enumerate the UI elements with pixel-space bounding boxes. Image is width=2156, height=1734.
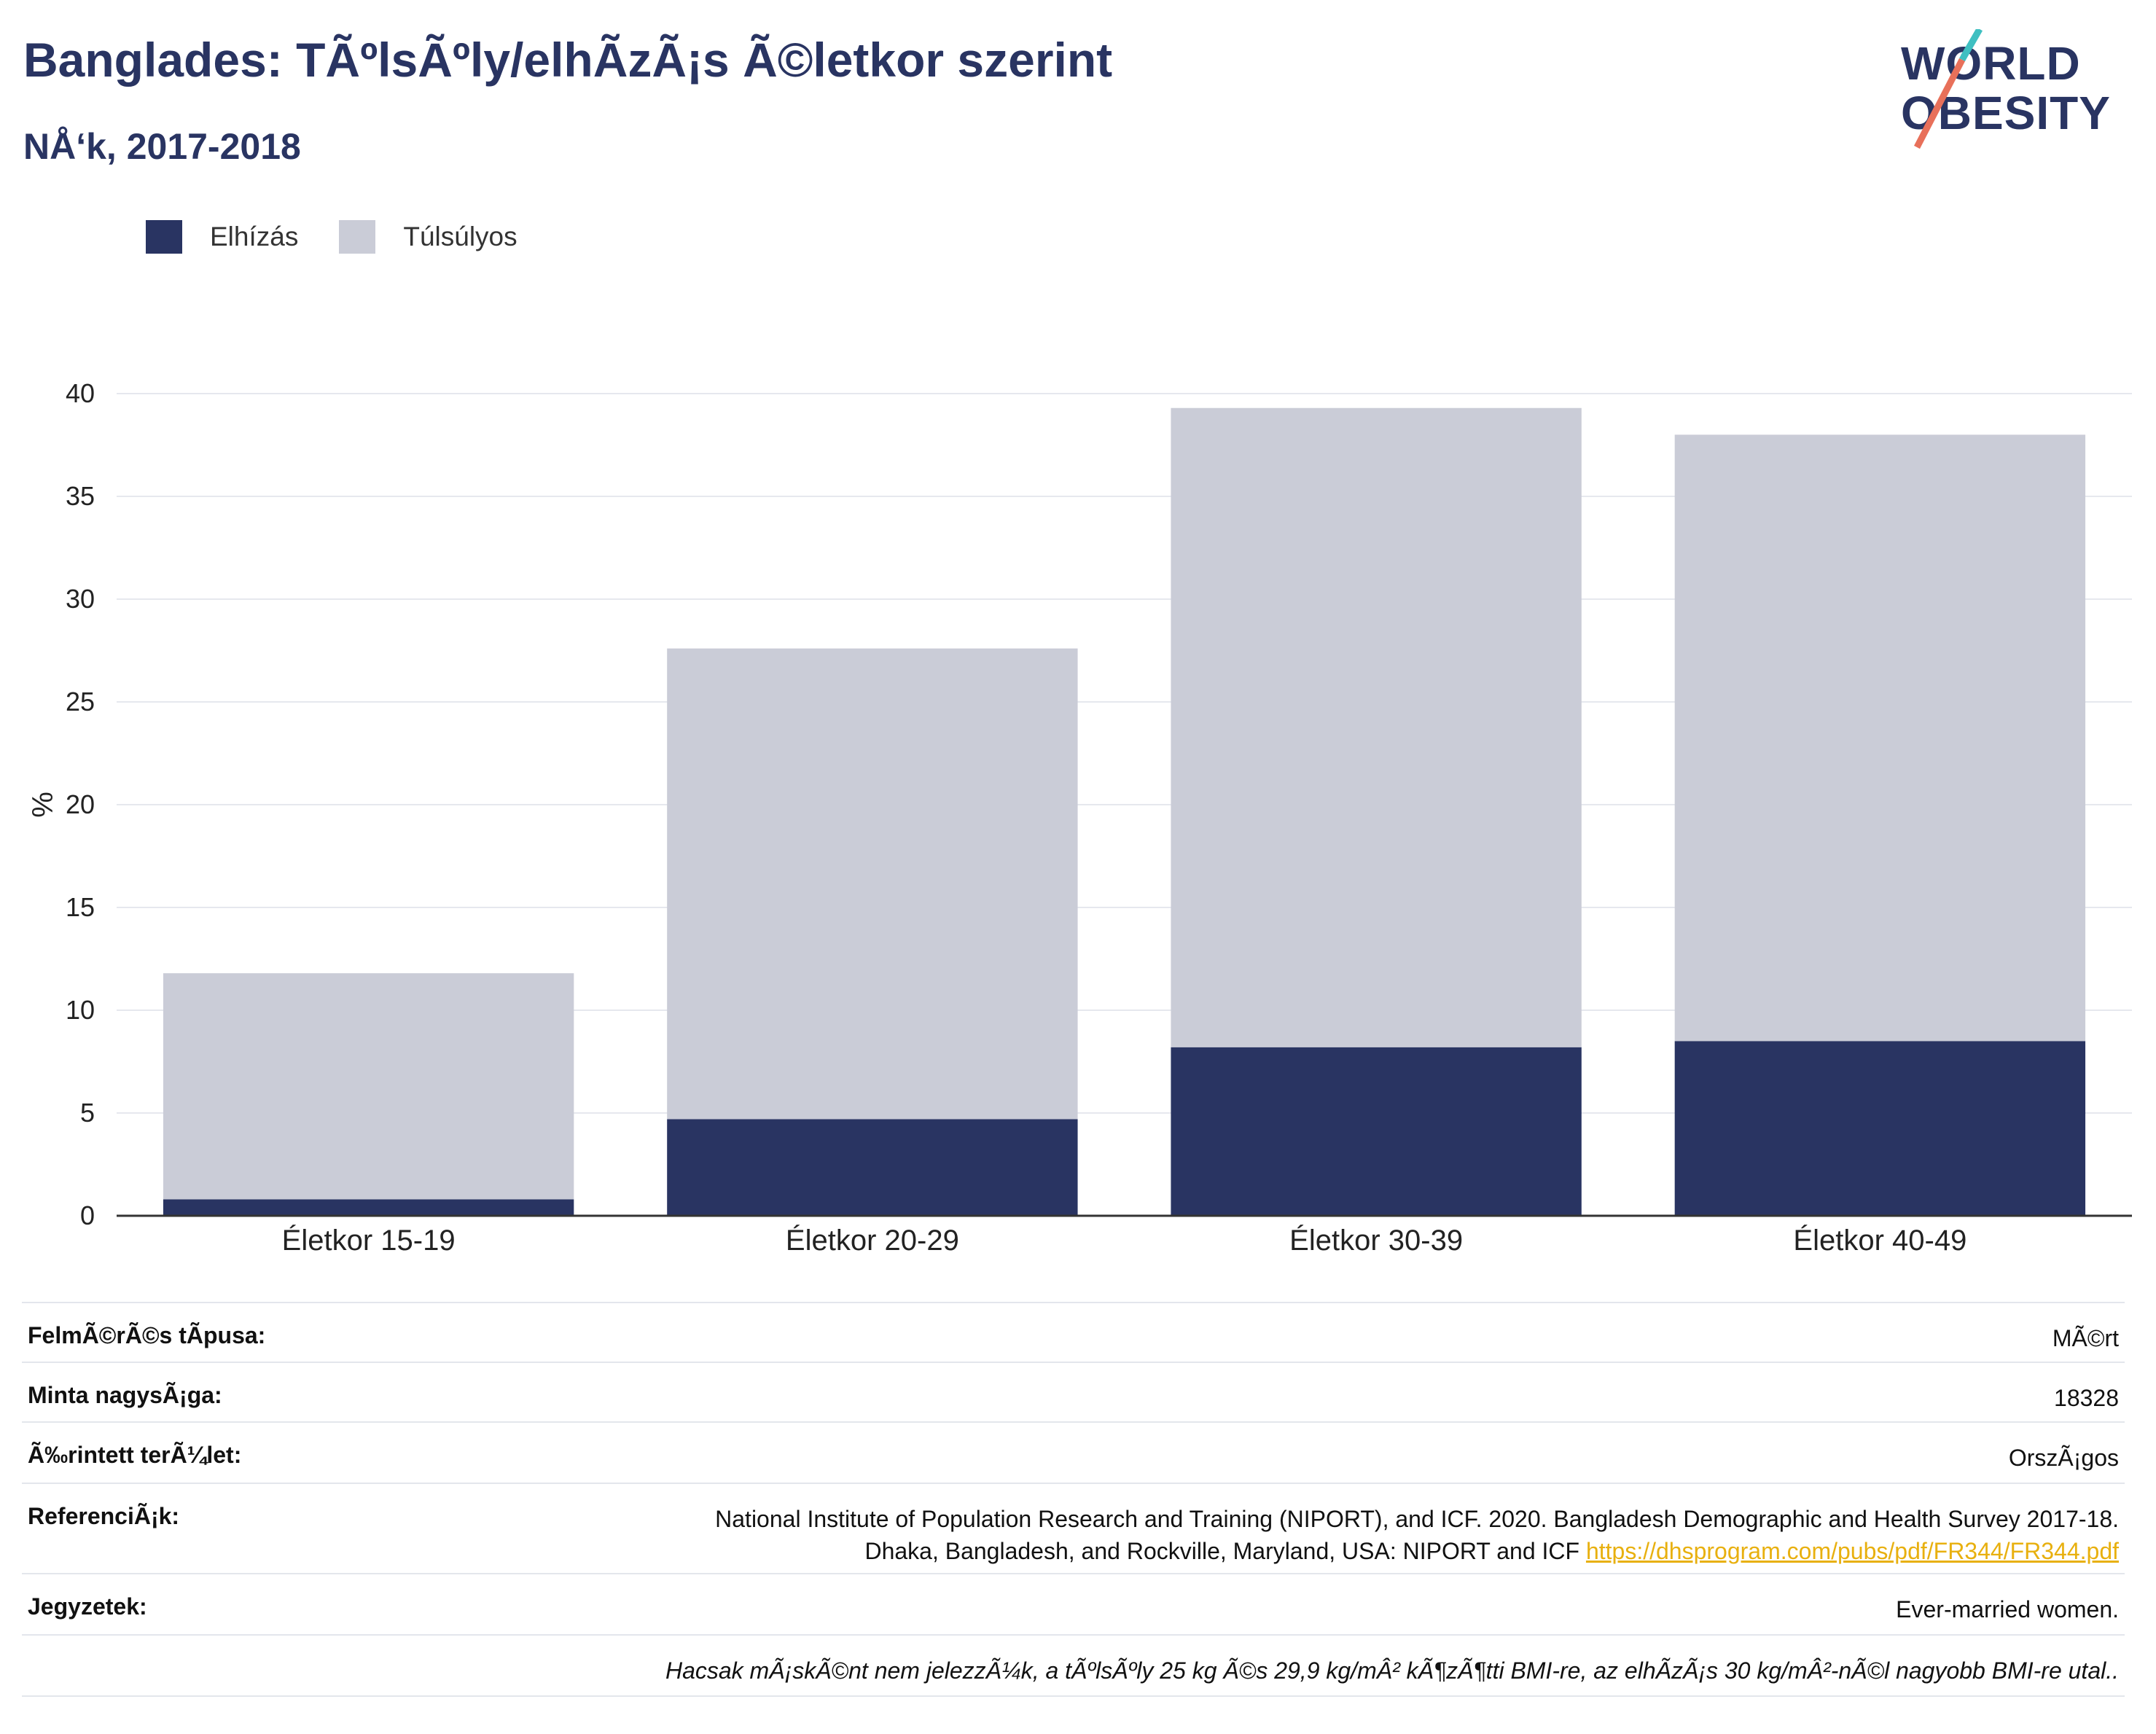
info-value-sample-size: 18328 <box>2054 1385 2119 1411</box>
info-row-references: ReferenciÃ¡k: National Institute of Popu… <box>22 1484 2125 1574</box>
footnote-text: Hacsak mÃ¡skÃ©nt nem jelezzÃ¼k, a tÃºlsÃ… <box>665 1657 2119 1684</box>
y-tick-label-15: 15 <box>66 892 95 922</box>
y-tick-label-40: 40 <box>66 378 95 408</box>
logo-slash-icon <box>1914 29 1983 149</box>
chart-subtitle: NÅ‘k, 2017-2018 <box>23 126 301 167</box>
y-tick-label-25: 25 <box>66 687 95 716</box>
info-row-sample-size: Minta nagysÃ¡ga: 18328 <box>22 1363 2125 1423</box>
bar-tulsulyos-0 <box>163 973 574 1200</box>
reference-link[interactable]: https://dhsprogram.com/pubs/pdf/FR344/FR… <box>1585 1538 2119 1564</box>
info-value-survey-type: MÃ©rt <box>2052 1325 2119 1351</box>
bar-elhizas-2 <box>1171 1047 1582 1216</box>
legend-item-tulsulyos[interactable]: Túlsúlyos <box>339 220 517 254</box>
info-label-area: Ã‰rintett terÃ¼let: <box>28 1442 242 1468</box>
y-tick-label-35: 35 <box>66 481 95 511</box>
info-value-references: National Institute of Population Researc… <box>715 1484 2119 1567</box>
logo-word-world: WORLD <box>1901 37 2081 90</box>
info-row-survey-type: FelmÃ©rÃ©s tÃ­pusa: MÃ©rt <box>22 1302 2125 1363</box>
info-value-area: OrszÃ¡gos <box>2008 1445 2119 1471</box>
info-row-footnote: Hacsak mÃ¡skÃ©nt nem jelezzÃ¼k, a tÃºlsÃ… <box>22 1636 2125 1697</box>
reference-text-line1: National Institute of Population Researc… <box>715 1506 2119 1532</box>
info-label-notes: Jegyzetek: <box>28 1593 147 1620</box>
legend-swatch-elhizas <box>146 220 182 254</box>
legend-swatch-tulsulyos <box>339 220 376 254</box>
legend-label-elhizas: Elhízás <box>210 222 299 251</box>
x-tick-label-2: Életkor 30-39 <box>1289 1224 1463 1257</box>
world-obesity-logo: WORLD OBESITY <box>1901 29 2134 153</box>
x-tick-label-1: Életkor 20-29 <box>786 1224 959 1257</box>
info-label-survey-type: FelmÃ©rÃ©s tÃ­pusa: <box>28 1322 266 1348</box>
info-table: FelmÃ©rÃ©s tÃ­pusa: MÃ©rt Minta nagysÃ¡g… <box>22 1302 2125 1697</box>
bar-tulsulyos-2 <box>1171 407 1582 1047</box>
chart-legend: Elhízás Túlsúlyos <box>146 219 558 255</box>
legend-label-tulsulyos: Túlsúlyos <box>403 222 517 251</box>
info-value-notes: Ever-married women. <box>1896 1596 2119 1622</box>
x-tick-label-3: Életkor 40-49 <box>1793 1224 1966 1257</box>
y-tick-label-10: 10 <box>66 995 95 1025</box>
y-tick-label-0: 0 <box>80 1200 95 1230</box>
info-row-area: Ã‰rintett terÃ¼let: OrszÃ¡gos <box>22 1423 2125 1484</box>
y-tick-label-30: 30 <box>66 584 95 614</box>
info-label-sample-size: Minta nagysÃ¡ga: <box>28 1382 222 1408</box>
reference-text-line2: Dhaka, Bangladesh, and Rockville, Maryla… <box>864 1538 1580 1564</box>
bar-elhizas-3 <box>1674 1041 2086 1216</box>
chart-title: Banglades: TÃºlsÃºly/elhÃ­zÃ¡s Ã©letkor … <box>23 33 1113 87</box>
y-axis-label: % <box>27 792 59 818</box>
bar-chart: 0 5 10 15 20 25 30 35 40% Életkor 15-19 Életkor 20… <box>27 378 2132 1257</box>
bar-elhizas-0 <box>163 1199 574 1216</box>
info-label-references: ReferenciÃ¡k: <box>28 1503 180 1529</box>
y-tick-label-5: 5 <box>80 1098 95 1128</box>
x-tick-label-0: Életkor 15-19 <box>282 1224 456 1257</box>
y-tick-label-20: 20 <box>66 789 95 819</box>
bar-tulsulyos-3 <box>1674 434 2086 1042</box>
legend-item-elhizas[interactable]: Elhízás <box>146 220 298 254</box>
bar-elhizas-1 <box>667 1119 1078 1216</box>
bar-tulsulyos-1 <box>667 648 1078 1120</box>
info-row-notes: Jegyzetek: Ever-married women. <box>22 1574 2125 1636</box>
